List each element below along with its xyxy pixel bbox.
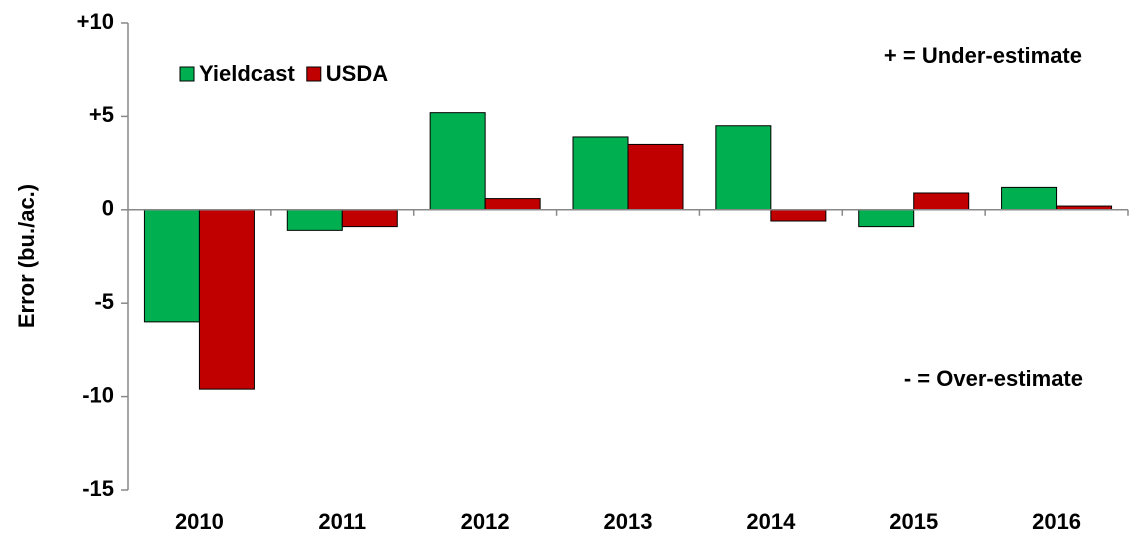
bar: [858, 209, 915, 228]
legend-label: Yieldcast: [199, 61, 295, 86]
bar: [627, 143, 684, 211]
y-tick-label: +10: [77, 9, 114, 34]
y-tick-label: 0: [102, 196, 114, 221]
y-axis-label: Error (bu./ac.): [14, 184, 39, 328]
y-tick-label: -5: [94, 289, 114, 314]
x-tick-label: 2013: [604, 509, 653, 534]
bar: [572, 136, 629, 211]
x-tick-label: 2014: [746, 509, 796, 534]
x-tick-label: 2015: [889, 509, 938, 534]
x-tick-label: 2012: [461, 509, 510, 534]
legend-label: USDA: [326, 61, 388, 86]
bar: [770, 209, 827, 222]
bar: [715, 125, 772, 211]
legend-swatch: [179, 66, 195, 82]
bar: [1001, 186, 1058, 211]
bar: [143, 209, 200, 323]
y-tick-label: +5: [89, 102, 114, 127]
annotation: - = Over-estimate: [904, 366, 1083, 391]
bar: [198, 209, 255, 390]
legend-swatch: [306, 66, 322, 82]
x-tick-label: 2010: [175, 509, 224, 534]
y-tick-label: -15: [82, 476, 114, 501]
x-tick-label: 2011: [318, 509, 366, 534]
bar: [429, 112, 486, 211]
annotation: + = Under-estimate: [884, 43, 1082, 68]
y-tick-label: -10: [82, 382, 114, 407]
bar: [341, 209, 398, 228]
bar: [484, 198, 541, 211]
x-tick-label: 2016: [1032, 509, 1081, 534]
bar: [913, 192, 970, 211]
bar: [286, 209, 343, 231]
